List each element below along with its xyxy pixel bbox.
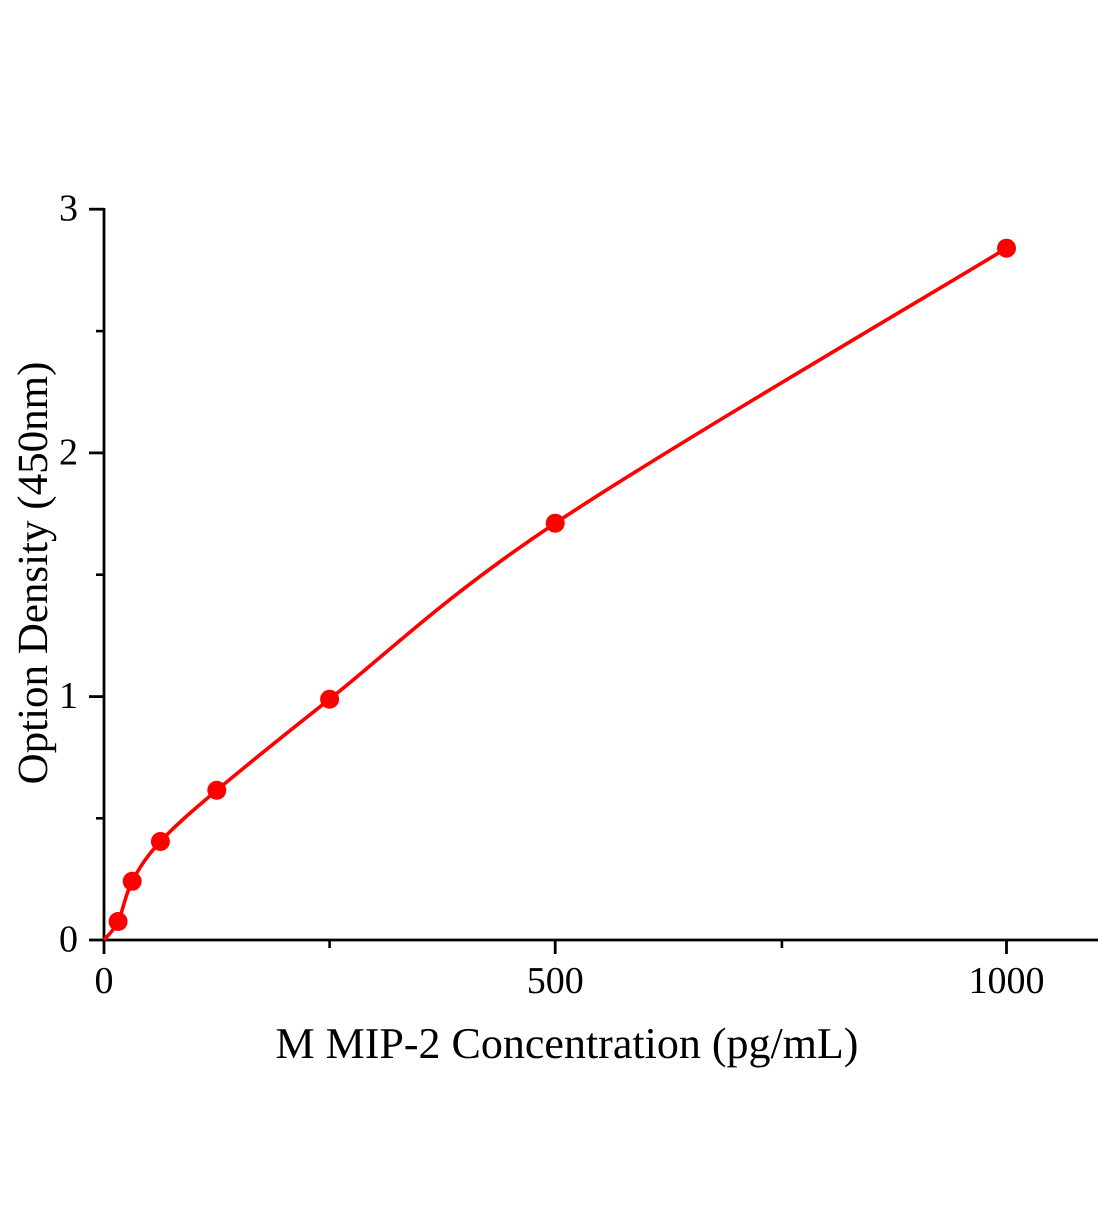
svg-text:1: 1 xyxy=(59,675,78,717)
svg-text:M MIP-2 Concentration (pg/mL: M MIP-2 Concentration (pg/mL) xyxy=(276,1019,859,1068)
svg-text:0: 0 xyxy=(59,919,78,961)
svg-text:Option Density (450nm): Option Density (450nm) xyxy=(10,362,57,785)
svg-text:0: 0 xyxy=(95,960,114,1002)
svg-text:500: 500 xyxy=(527,960,584,1002)
svg-text:3: 3 xyxy=(59,188,78,230)
svg-text:1000: 1000 xyxy=(969,960,1045,1002)
svg-text:2: 2 xyxy=(59,431,78,473)
